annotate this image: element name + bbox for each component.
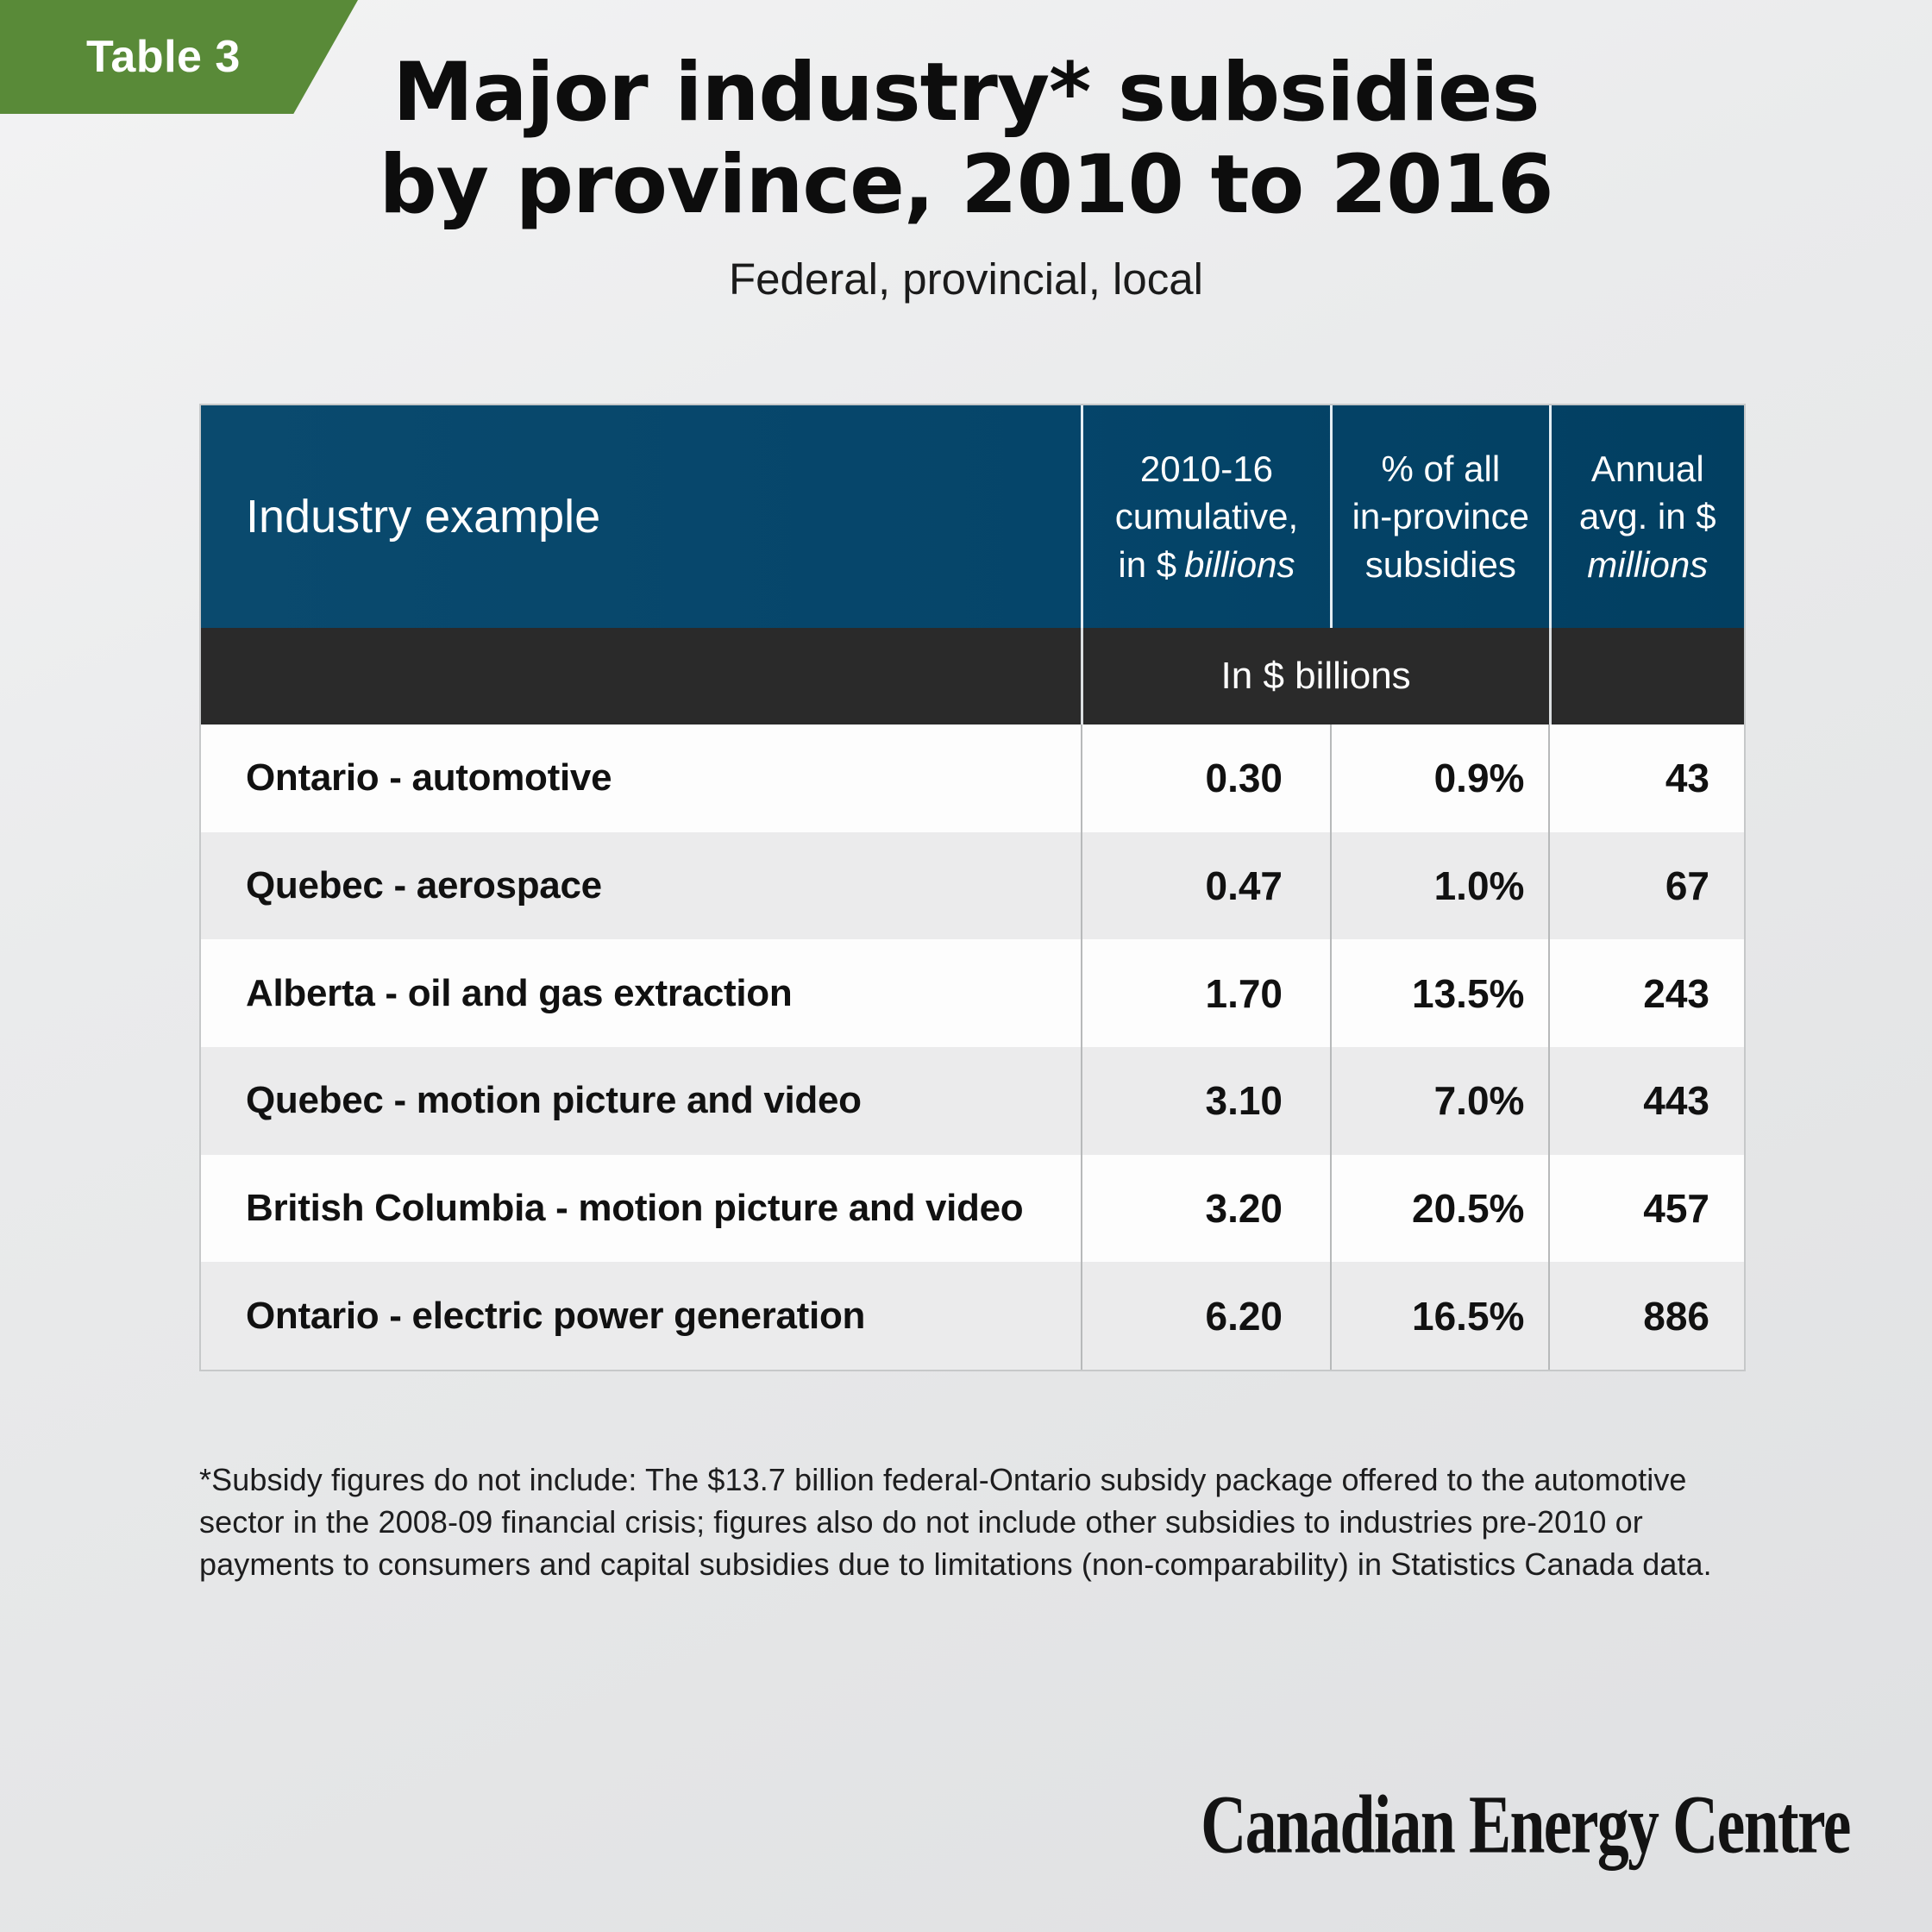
header-label-industry: Industry example (246, 491, 601, 543)
row-share-value: 16.5% (1330, 1262, 1548, 1371)
table-row: Alberta - oil and gas extraction 1.70 13… (201, 939, 1744, 1048)
table-number-label: Table 3 (86, 32, 241, 82)
row-annual-value: 886 (1548, 1262, 1744, 1371)
row-share-value: 0.9% (1330, 724, 1548, 832)
unit-band-cell: In $ billions (1080, 628, 1549, 724)
header-label-share: % of all in-province subsidies (1352, 448, 1530, 585)
table-header-row: Industry example 2010-16 cumulative, in … (201, 405, 1744, 628)
table-row: Quebec - aerospace 0.47 1.0% 67 (201, 831, 1744, 940)
row-cumulative-value: 3.20 (1080, 1154, 1330, 1263)
title-block: Major industry* subsidies by province, 2… (0, 47, 1932, 304)
row-annual-value: 67 (1548, 831, 1744, 940)
header-cell-industry: Industry example (201, 405, 1081, 628)
footnote: *Subsidy figures do not include: The $13… (199, 1459, 1712, 1586)
header-cell-share: % of all in-province subsidies (1330, 405, 1548, 628)
row-label: Ontario - automotive (246, 756, 612, 800)
row-cumulative-value: 1.70 (1080, 939, 1330, 1048)
header-cell-annual: Annual avg. in $ millions (1548, 405, 1744, 628)
table-number-badge: Table 3 (0, 0, 358, 114)
row-cumulative-value: 0.47 (1080, 831, 1330, 940)
row-cumulative-value: 3.10 (1080, 1047, 1330, 1155)
page-title-line-2: by province, 2010 to 2016 (379, 138, 1553, 233)
unit-band-label: In $ billions (1220, 655, 1411, 697)
header-label-cumulative: 2010-16 cumulative, in $ billions (1114, 448, 1299, 585)
unit-band-row: In $ billions (201, 628, 1744, 724)
row-label: British Columbia - motion picture and vi… (246, 1187, 1024, 1230)
row-cumulative-value: 6.20 (1080, 1262, 1330, 1371)
footnote-line-3: payments to consumers and capital subsid… (199, 1546, 1712, 1582)
page-title-line-1: Major industry* subsidies (392, 46, 1540, 140)
row-cumulative-value: 0.30 (1080, 724, 1330, 832)
row-share-value: 20.5% (1330, 1154, 1548, 1263)
row-annual-value: 457 (1548, 1154, 1744, 1263)
unit-band-spacer-left (201, 628, 1081, 724)
header-label-annual: Annual avg. in $ millions (1578, 448, 1716, 585)
row-annual-value: 43 (1548, 724, 1744, 832)
page-subtitle: Federal, provincial, local (729, 254, 1203, 304)
row-annual-value: 443 (1548, 1047, 1744, 1155)
row-label: Ontario - electric power generation (246, 1294, 866, 1337)
table-row: Quebec - motion picture and video 3.10 7… (201, 1047, 1744, 1155)
row-label: Quebec - aerospace (246, 864, 602, 906)
row-share-value: 1.0% (1330, 831, 1548, 940)
canadian-energy-centre-logo: Canadian Energy Centre (1201, 1778, 1851, 1871)
row-label: Alberta - oil and gas extraction (246, 971, 793, 1014)
row-share-value: 7.0% (1330, 1047, 1548, 1155)
subsidies-table: Industry example 2010-16 cumulative, in … (199, 404, 1746, 1371)
table-row: British Columbia - motion picture and vi… (201, 1154, 1744, 1263)
unit-band-spacer-right (1548, 628, 1745, 724)
row-share-value: 13.5% (1330, 939, 1548, 1048)
footnote-line-1: *Subsidy figures do not include: The $13… (199, 1462, 1687, 1497)
footnote-line-2: sector in the 2008-09 financial crisis; … (199, 1503, 1643, 1540)
row-label: Quebec - motion picture and video (246, 1079, 862, 1122)
row-annual-value: 243 (1548, 939, 1744, 1048)
table-row: Ontario - automotive 0.30 0.9% 43 (201, 724, 1744, 832)
table-row: Ontario - electric power generation 6.20… (201, 1262, 1744, 1371)
header-cell-cumulative: 2010-16 cumulative, in $ billions (1080, 405, 1330, 628)
